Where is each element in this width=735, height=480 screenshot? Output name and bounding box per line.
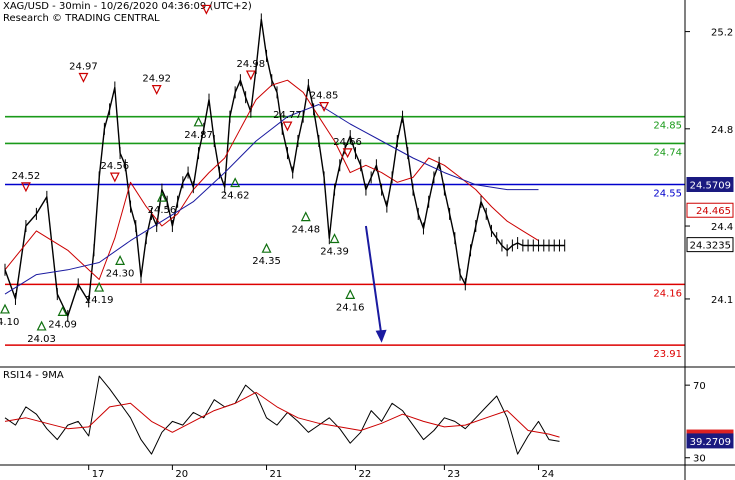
support-1-label: 24.16: [653, 288, 682, 299]
high-annotation-label: 24.66: [333, 137, 362, 148]
high-marker: [319, 102, 330, 113]
low-marker: [156, 191, 167, 202]
low-marker: [94, 281, 105, 292]
high-annotation-label: 24.97: [69, 61, 98, 72]
ma-fast-tag-box: [686, 202, 734, 218]
low-annotation-label: 24.62: [221, 191, 250, 202]
low-annotation-label: 24.48: [291, 225, 320, 236]
time-tick-label: 21: [270, 469, 283, 480]
rsi-tag-box: [686, 433, 734, 449]
low-annotation-label: 24.30: [106, 268, 135, 279]
high-marker: [151, 85, 162, 95]
low-marker: [36, 320, 47, 331]
last-price-tag-label: 24.3235: [690, 241, 731, 252]
rsi-series: [4, 375, 560, 455]
price-tick-label: 24.8: [711, 125, 733, 136]
low-annotation-label: 24.87: [184, 130, 213, 141]
low-annotation-label: 24.56: [148, 205, 177, 216]
rsi-tick-label: 30: [693, 454, 706, 465]
price-tick-label: 24.4: [711, 222, 733, 233]
low-marker: [230, 177, 241, 188]
high-marker: [109, 172, 120, 183]
high-marker: [245, 70, 256, 81]
pivot-label: 24.55: [653, 188, 682, 199]
rsi-title: RSI14 - 9MA: [3, 370, 64, 381]
ma_slow-series: [4, 104, 539, 295]
low-marker: [115, 254, 126, 265]
time-tick-label: 17: [92, 469, 105, 480]
price-tick-label: 25.2: [711, 28, 733, 39]
price-tick-label: 24.1: [711, 295, 733, 306]
high-marker: [342, 148, 353, 159]
high-annotation-label: 24.85: [310, 91, 339, 102]
low-annotation-label: 24.16: [336, 302, 365, 313]
high-annotation-label: 24.92: [142, 74, 171, 85]
high-marker: [282, 121, 293, 132]
ma-fast-tag-label: 24.465: [696, 206, 731, 217]
low-annotation-label: 24.09: [48, 319, 77, 330]
time-tick-label: 24: [542, 469, 555, 480]
high-marker: [78, 72, 89, 83]
low-marker: [193, 116, 204, 127]
low-marker: [345, 289, 356, 299]
time-tick-label: 22: [358, 469, 371, 480]
high-marker: [201, 4, 212, 15]
low-marker: [0, 303, 10, 314]
low-marker: [300, 211, 311, 222]
price-series: [4, 18, 565, 317]
forecast-arrow-shaft: [364, 225, 383, 337]
high-annotation-label: 24.52: [12, 171, 41, 182]
low-marker: [329, 233, 340, 244]
ma_fast-series: [4, 79, 539, 280]
low-annotation-label: 24.39: [320, 246, 349, 257]
pivot-tag-label: 24.5709: [690, 180, 731, 191]
high-annotation-label: 24.77: [273, 110, 302, 121]
high-annotation-label: 24.56: [101, 161, 130, 172]
time-tick-label: 20: [175, 469, 188, 480]
rsi-tick-label: 70: [693, 381, 706, 392]
forecast-arrow-head: [375, 329, 387, 343]
low-annotation-label: 24.10: [0, 317, 19, 328]
rsi_ma-series: [4, 391, 560, 438]
last-price-tag-box: [686, 237, 734, 253]
chart-title: XAG/USD - 30min - 10/26/2020 04:36:09 (U…: [3, 1, 252, 12]
pivot-tag-box: [686, 176, 734, 192]
low-annotation-label: 24.35: [252, 256, 281, 267]
chart-credit: Research © TRADING CENTRAL: [3, 13, 160, 24]
low-marker: [57, 306, 68, 316]
support-2-label: 23.91: [653, 349, 682, 360]
rsi-tag-label: 39.2709: [690, 437, 731, 448]
low-annotation-label: 24.19: [85, 295, 114, 306]
price-pane: 24.85 24.74 24.55 24.16 23.91 24.10 24.52 24.03…: [0, 4, 734, 360]
low-marker: [261, 242, 272, 253]
high-annotation-label: 24.98: [237, 59, 266, 70]
rsi-pane: RSI14 - 9MA41.406639.2709: [3, 370, 734, 455]
low-annotation-label: 24.03: [27, 334, 56, 345]
high-marker: [20, 182, 31, 193]
time-tick-label: 23: [447, 469, 460, 480]
resistance-1-label: 24.85: [653, 121, 682, 132]
resistance-2-label: 24.74: [653, 147, 682, 158]
